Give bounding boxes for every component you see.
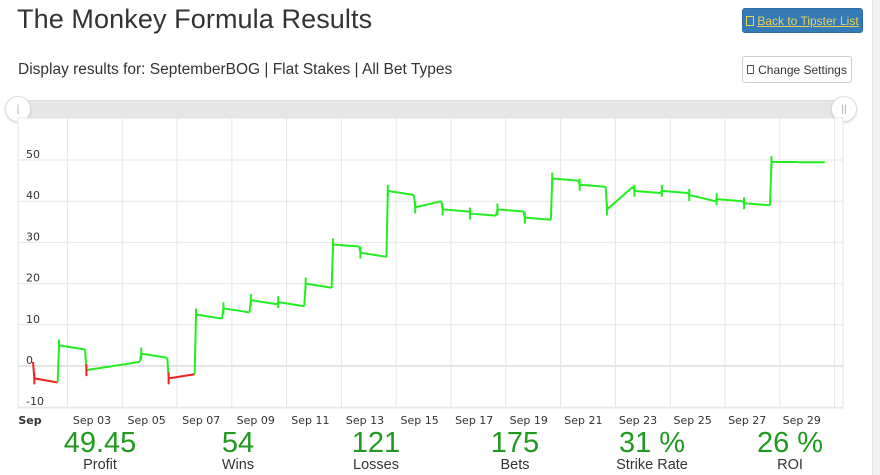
stat-value: 31 % <box>618 427 686 459</box>
page-title: The Monkey Formula Results <box>17 4 373 34</box>
stat-value: 26 % <box>756 427 824 459</box>
stat-value: 49.45 <box>63 427 137 459</box>
stat-label: Wins <box>221 457 255 473</box>
x-tick-label: Sep 27 <box>728 414 766 427</box>
back-to-tipster-list-button[interactable]: Back to Tipster List <box>742 8 863 33</box>
right-handle-grip: || <box>841 103 847 115</box>
stat-label: Strike Rate <box>616 457 688 473</box>
x-tick-label: Sep 19 <box>510 414 548 427</box>
stat-value: 175 <box>490 427 540 459</box>
stat-wins: 54 Wins <box>178 428 298 472</box>
change-settings-button[interactable]: Change Settings <box>742 56 852 83</box>
x-tick-label: Sep 21 <box>564 414 602 427</box>
profit-line <box>32 156 825 385</box>
y-tick-label: 30 <box>26 230 40 243</box>
x-tick-label: Sep 11 <box>291 414 329 427</box>
stat-value: 121 <box>351 427 401 459</box>
stat-bets: 175 Bets <box>455 428 575 472</box>
x-tick-label: Sep 23 <box>619 414 657 427</box>
x-tick-label: Sep 09 <box>237 414 275 427</box>
stat-strike-rate: 31 % Strike Rate <box>592 428 712 472</box>
chart-grid <box>17 117 844 409</box>
back-button-label: Back to Tipster List <box>757 13 859 28</box>
stat-label: Losses <box>353 457 399 473</box>
stat-label: ROI <box>777 457 803 473</box>
stat-roi: 26 % ROI <box>730 428 850 472</box>
results-filter-summary: Display results for: SeptemberBOG | Flat… <box>18 61 453 78</box>
change-settings-label: Change Settings <box>758 62 847 77</box>
y-tick-label: 40 <box>26 189 40 202</box>
stat-value: 54 <box>221 427 255 459</box>
stat-losses: 121 Losses <box>316 428 436 472</box>
y-tick-label: 50 <box>26 148 40 161</box>
y-axis-labels: 50 40 30 20 10 0 -10 <box>26 148 44 408</box>
external-link-icon <box>746 15 755 26</box>
y-tick-label: -10 <box>26 395 44 408</box>
y-tick-label: 0 <box>26 354 33 367</box>
x-tick-label: Sep 29 <box>783 414 821 427</box>
x-tick-label: Sep 07 <box>182 414 220 427</box>
stat-label: Profit <box>83 457 117 473</box>
x-tick-label: Sep 17 <box>455 414 493 427</box>
x-tick-label: Sep 13 <box>346 414 384 427</box>
cog-icon <box>747 65 755 74</box>
page-scrollbar[interactable] <box>872 0 880 475</box>
y-tick-label: 10 <box>26 313 40 326</box>
left-handle-grip: | <box>16 103 20 115</box>
x-tick-label: Sep <box>18 414 41 427</box>
x-tick-label: Sep 05 <box>127 414 165 427</box>
x-tick-label: Sep 03 <box>73 414 111 427</box>
stat-profit: 49.45 Profit <box>40 428 160 472</box>
y-tick-label: 20 <box>26 272 40 285</box>
x-tick-label: Sep 25 <box>673 414 711 427</box>
x-axis-labels: Sep Sep 03 Sep 05 Sep 07 Sep 09 Sep 11 Sep 13 S… <box>18 414 821 427</box>
stat-label: Bets <box>500 457 530 473</box>
x-tick-label: Sep 15 <box>400 414 438 427</box>
